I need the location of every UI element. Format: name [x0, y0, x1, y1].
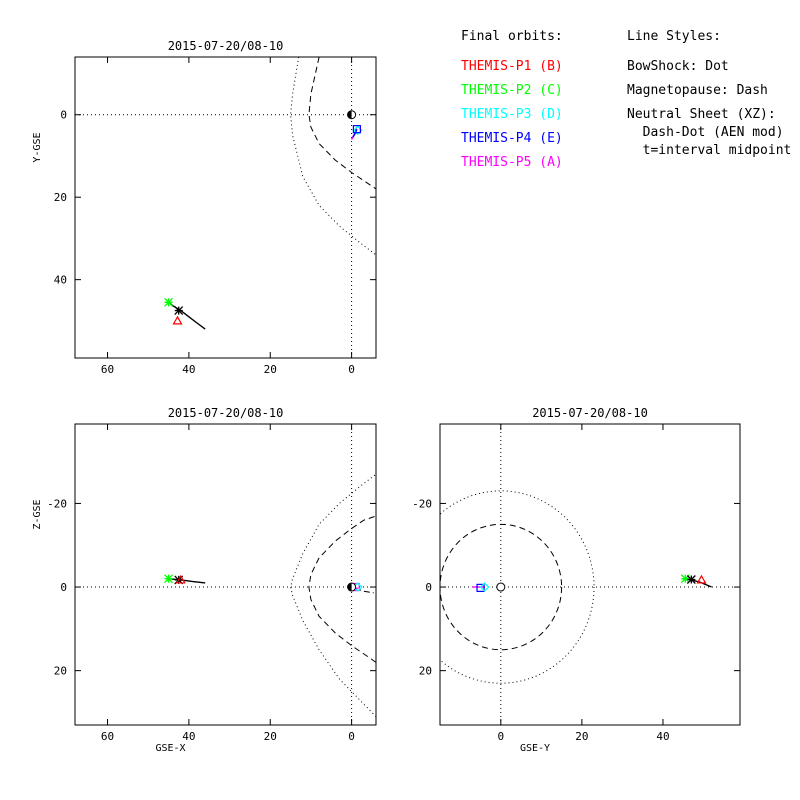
- legend-styles-title: Line Styles:: [627, 29, 721, 44]
- y-axis-label: Z-GSE: [32, 499, 43, 529]
- marker-triangle: [696, 574, 707, 584]
- x-tick-label: 40: [182, 363, 195, 376]
- legend: Final orbits: THEMIS-P1 (B) THEMIS-P2 (C…: [461, 29, 791, 170]
- boundary-line-dot: [290, 57, 376, 256]
- y-tick-label: 20: [419, 665, 432, 678]
- marker-triangle: [175, 574, 186, 584]
- marker-square: [476, 583, 485, 592]
- y-tick-label: -20: [412, 497, 432, 510]
- boundary-circle-dash: [440, 523, 563, 651]
- boundary-line-dash: [308, 515, 376, 663]
- x-tick-label: 20: [264, 730, 277, 743]
- y-tick-label: 0: [60, 581, 67, 594]
- x-tick-label: 60: [101, 730, 114, 743]
- plot-frame: [74, 423, 377, 726]
- earth-night-side: [347, 110, 352, 119]
- legend-style-magnetopause: Magnetopause: Dash: [627, 83, 768, 98]
- y-tick-label: -20: [47, 497, 67, 510]
- plot-title: 2015-07-20/08-10: [168, 406, 284, 420]
- legend-style-dashdot: Dash-Dot (AEN mod): [627, 125, 784, 140]
- marker-triangle: [172, 315, 183, 325]
- legend-style-midpoint: t=interval midpoint: [627, 143, 791, 158]
- orbit-track: [352, 128, 358, 138]
- x-tick-label: 40: [656, 730, 669, 743]
- marker-star: [164, 297, 174, 307]
- orbit-track: [168, 578, 206, 584]
- earth-icon: [496, 582, 506, 592]
- plot-title: 2015-07-20/08-10: [532, 406, 648, 420]
- legend-probe-p1: THEMIS-P1 (B): [461, 59, 563, 74]
- x-tick-label: 0: [497, 730, 504, 743]
- y-axis-label: Y-GSE: [32, 132, 43, 162]
- x-tick-label: 0: [348, 730, 355, 743]
- marker-star: [164, 574, 174, 584]
- earth-night-side: [347, 583, 352, 592]
- x-tick-label: 20: [264, 363, 277, 376]
- plot-frame: [74, 56, 377, 359]
- marker-star: [174, 306, 184, 316]
- panel-xz-plot: 2015-07-20/08-10 60 40 20 0 20 0 -20 GSE-X Z-GSE: [32, 406, 377, 754]
- legend-style-neutral-sheet: Neutral Sheet (XZ):: [627, 107, 776, 122]
- marker-diamond: [479, 582, 490, 592]
- y-tick-label: 0: [60, 109, 67, 122]
- plot-frame: [439, 423, 741, 726]
- boundary-line-dash: [308, 57, 376, 190]
- marker-star: [686, 575, 696, 584]
- legend-probe-p5: THEMIS-P5 (A): [461, 155, 563, 170]
- panel-yz-plot: 2015-07-20/08-10 0 20 40 20 0 -20 GSE-Y: [412, 406, 741, 754]
- x-tick-label: 60: [101, 363, 114, 376]
- x-axis-label: GSE-X: [155, 743, 185, 754]
- y-tick-label: 0: [425, 581, 432, 594]
- y-tick-label: 20: [54, 191, 67, 204]
- panel-xy-plot: 2015-07-20/08-10 60 40 20 0 0 20 40 Y-GSE: [32, 39, 377, 376]
- legend-style-bowshock: BowShock: Dot: [627, 59, 729, 74]
- legend-probe-p3: THEMIS-P3 (D): [461, 107, 563, 122]
- legend-probe-p2: THEMIS-P2 (C): [461, 83, 563, 98]
- legend-orbits-title: Final orbits:: [461, 29, 563, 44]
- x-tick-label: 40: [182, 730, 195, 743]
- x-tick-label: 0: [348, 363, 355, 376]
- orbit-track: [168, 301, 206, 330]
- y-tick-label: 40: [54, 274, 67, 287]
- marker-star: [680, 574, 690, 584]
- y-tick-label: 20: [54, 665, 67, 678]
- legend-probe-p4: THEMIS-P4 (E): [461, 131, 563, 146]
- plot-title: 2015-07-20/08-10: [168, 39, 284, 53]
- boundary-circle-dot: [440, 490, 595, 684]
- boundary-line-dot: [290, 473, 376, 717]
- marker-square: [352, 125, 361, 134]
- x-tick-label: 20: [575, 730, 588, 743]
- x-axis-label: GSE-Y: [520, 743, 550, 754]
